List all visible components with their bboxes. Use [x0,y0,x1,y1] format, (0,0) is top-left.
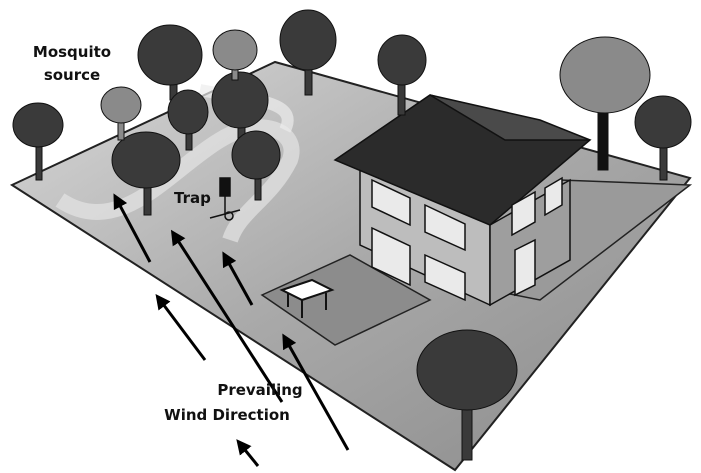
wind-label: Wind Direction [164,406,290,424]
mosquito-label: Mosquito [33,43,111,61]
illustration: Mosquito source Trap Prevailing Wind Dir… [0,0,701,473]
wind-label: Prevailing [217,381,302,399]
mosquito-label: source [44,66,100,84]
trap-label: Trap [174,189,211,207]
page: Mosquito source Trap Prevailing Wind Dir… [0,0,701,473]
